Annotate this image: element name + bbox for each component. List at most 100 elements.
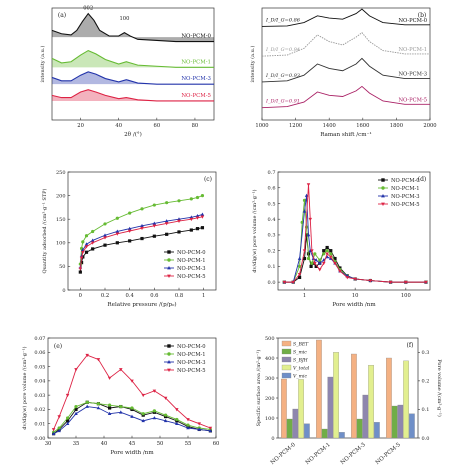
legend-label: V_mic	[293, 374, 307, 380]
data-point	[314, 258, 318, 262]
data-point	[140, 226, 144, 231]
data-point	[130, 406, 134, 410]
data-point	[197, 427, 201, 431]
series-1	[78, 226, 205, 274]
panel-4: (d) 1 10 100 0.0 0.1 0.2 0.3 0.4 0.5 0.6 0.7 Pore wi…	[251, 170, 431, 308]
legend-label: NO-PCM-0	[177, 250, 206, 256]
series-line	[284, 184, 426, 283]
y-tick-label: 0.06	[34, 350, 45, 356]
data-point	[79, 254, 84, 258]
y-tick-label: 0.03	[34, 393, 45, 399]
legend-marker	[167, 265, 171, 270]
series-label: NO-PCM-1	[398, 47, 427, 53]
data-point	[322, 252, 326, 256]
data-point	[195, 216, 200, 220]
data-point	[141, 412, 145, 416]
data-point	[74, 368, 78, 372]
data-point	[317, 261, 322, 265]
legend-label: V_total	[293, 366, 310, 372]
x-tick-label: 60	[213, 441, 220, 447]
data-point	[163, 418, 168, 423]
series-2	[51, 49, 214, 68]
bar	[368, 364, 374, 439]
data-point	[189, 215, 194, 219]
bar	[373, 422, 380, 439]
data-point	[115, 229, 120, 233]
data-point	[74, 407, 78, 412]
data-point	[200, 215, 205, 219]
panel-3: (c) 0 0.2 0.4 0.6 0.8 1 0 50 100 150 200 250 Relative…	[41, 170, 217, 308]
series-line	[51, 49, 214, 68]
x-tick-label: 1200	[289, 123, 302, 129]
data-point	[152, 224, 157, 228]
data-point	[84, 234, 89, 238]
data-point	[177, 217, 181, 221]
y-tick-label: 0.3	[268, 233, 276, 239]
legend-marker	[381, 202, 385, 207]
series-band	[52, 13, 214, 42]
data-point	[297, 275, 302, 280]
data-point	[306, 183, 311, 187]
y-axis-label: dv/dlg(w) pore volume /(cm³·g⁻¹)	[21, 346, 28, 429]
data-point	[90, 238, 95, 242]
data-point	[66, 416, 70, 420]
legend-label: S_BJH	[293, 358, 309, 364]
y-tick-label: 250	[56, 170, 66, 176]
data-point	[115, 232, 120, 236]
data-point	[57, 426, 61, 430]
data-point	[78, 270, 82, 274]
plot-frame	[277, 337, 419, 439]
series-4	[282, 183, 428, 285]
series-1	[261, 8, 430, 27]
series-line	[53, 354, 211, 430]
legend-label: NO-PCM-0	[177, 344, 206, 350]
bar	[292, 408, 299, 439]
data-point	[189, 228, 193, 232]
data-point	[127, 226, 132, 230]
data-point	[317, 268, 322, 272]
data-point	[208, 428, 213, 433]
legend-marker	[381, 186, 385, 190]
data-point	[81, 240, 85, 244]
series-label: NO-PCM-0	[398, 18, 427, 24]
data-point	[353, 277, 357, 281]
y-tick-label: 100	[265, 416, 275, 422]
ratio-label: I_D/I_G=0.93	[265, 73, 300, 79]
y-tick-label: 300	[265, 376, 275, 382]
series-label: NO-PCM-3	[398, 72, 427, 78]
y-axis-label: intensity (a.u.)	[39, 46, 46, 83]
data-point	[103, 236, 107, 240]
data-point	[186, 418, 190, 422]
x-axis-label: Raman shift /cm⁻¹	[320, 131, 372, 138]
data-point	[282, 280, 287, 285]
plot-frame	[277, 171, 431, 291]
bar	[397, 404, 404, 439]
data-point	[51, 431, 56, 435]
legend-marker	[167, 359, 171, 364]
data-point	[186, 423, 190, 427]
legend-label: S_mic	[293, 350, 307, 356]
y2-tick-label: 0.1	[422, 407, 430, 413]
data-point	[177, 219, 181, 224]
data-point	[84, 242, 89, 246]
y-tick-label: 0.6	[268, 186, 276, 192]
data-point	[51, 428, 56, 432]
series-label: NO-PCM-0	[181, 34, 211, 40]
data-point	[65, 421, 70, 425]
x-tick-label: 0.8	[175, 293, 183, 299]
legend-marker	[167, 352, 171, 356]
data-point	[74, 404, 78, 409]
y-tick-label: 0.02	[34, 407, 45, 413]
data-point	[310, 249, 314, 253]
data-point	[333, 261, 337, 266]
data-point	[164, 222, 169, 226]
x-tick-label: 10	[352, 293, 359, 299]
data-point	[195, 227, 200, 231]
category-label: NO-PCM-0	[270, 442, 297, 466]
data-point	[108, 406, 112, 410]
data-point	[96, 402, 100, 406]
y-axis-label: Quantity adsorbed /(cm³·g⁻¹ STP)	[41, 188, 48, 273]
data-point	[200, 212, 205, 216]
x-tick-label: 20	[77, 123, 84, 129]
bar	[327, 376, 334, 439]
